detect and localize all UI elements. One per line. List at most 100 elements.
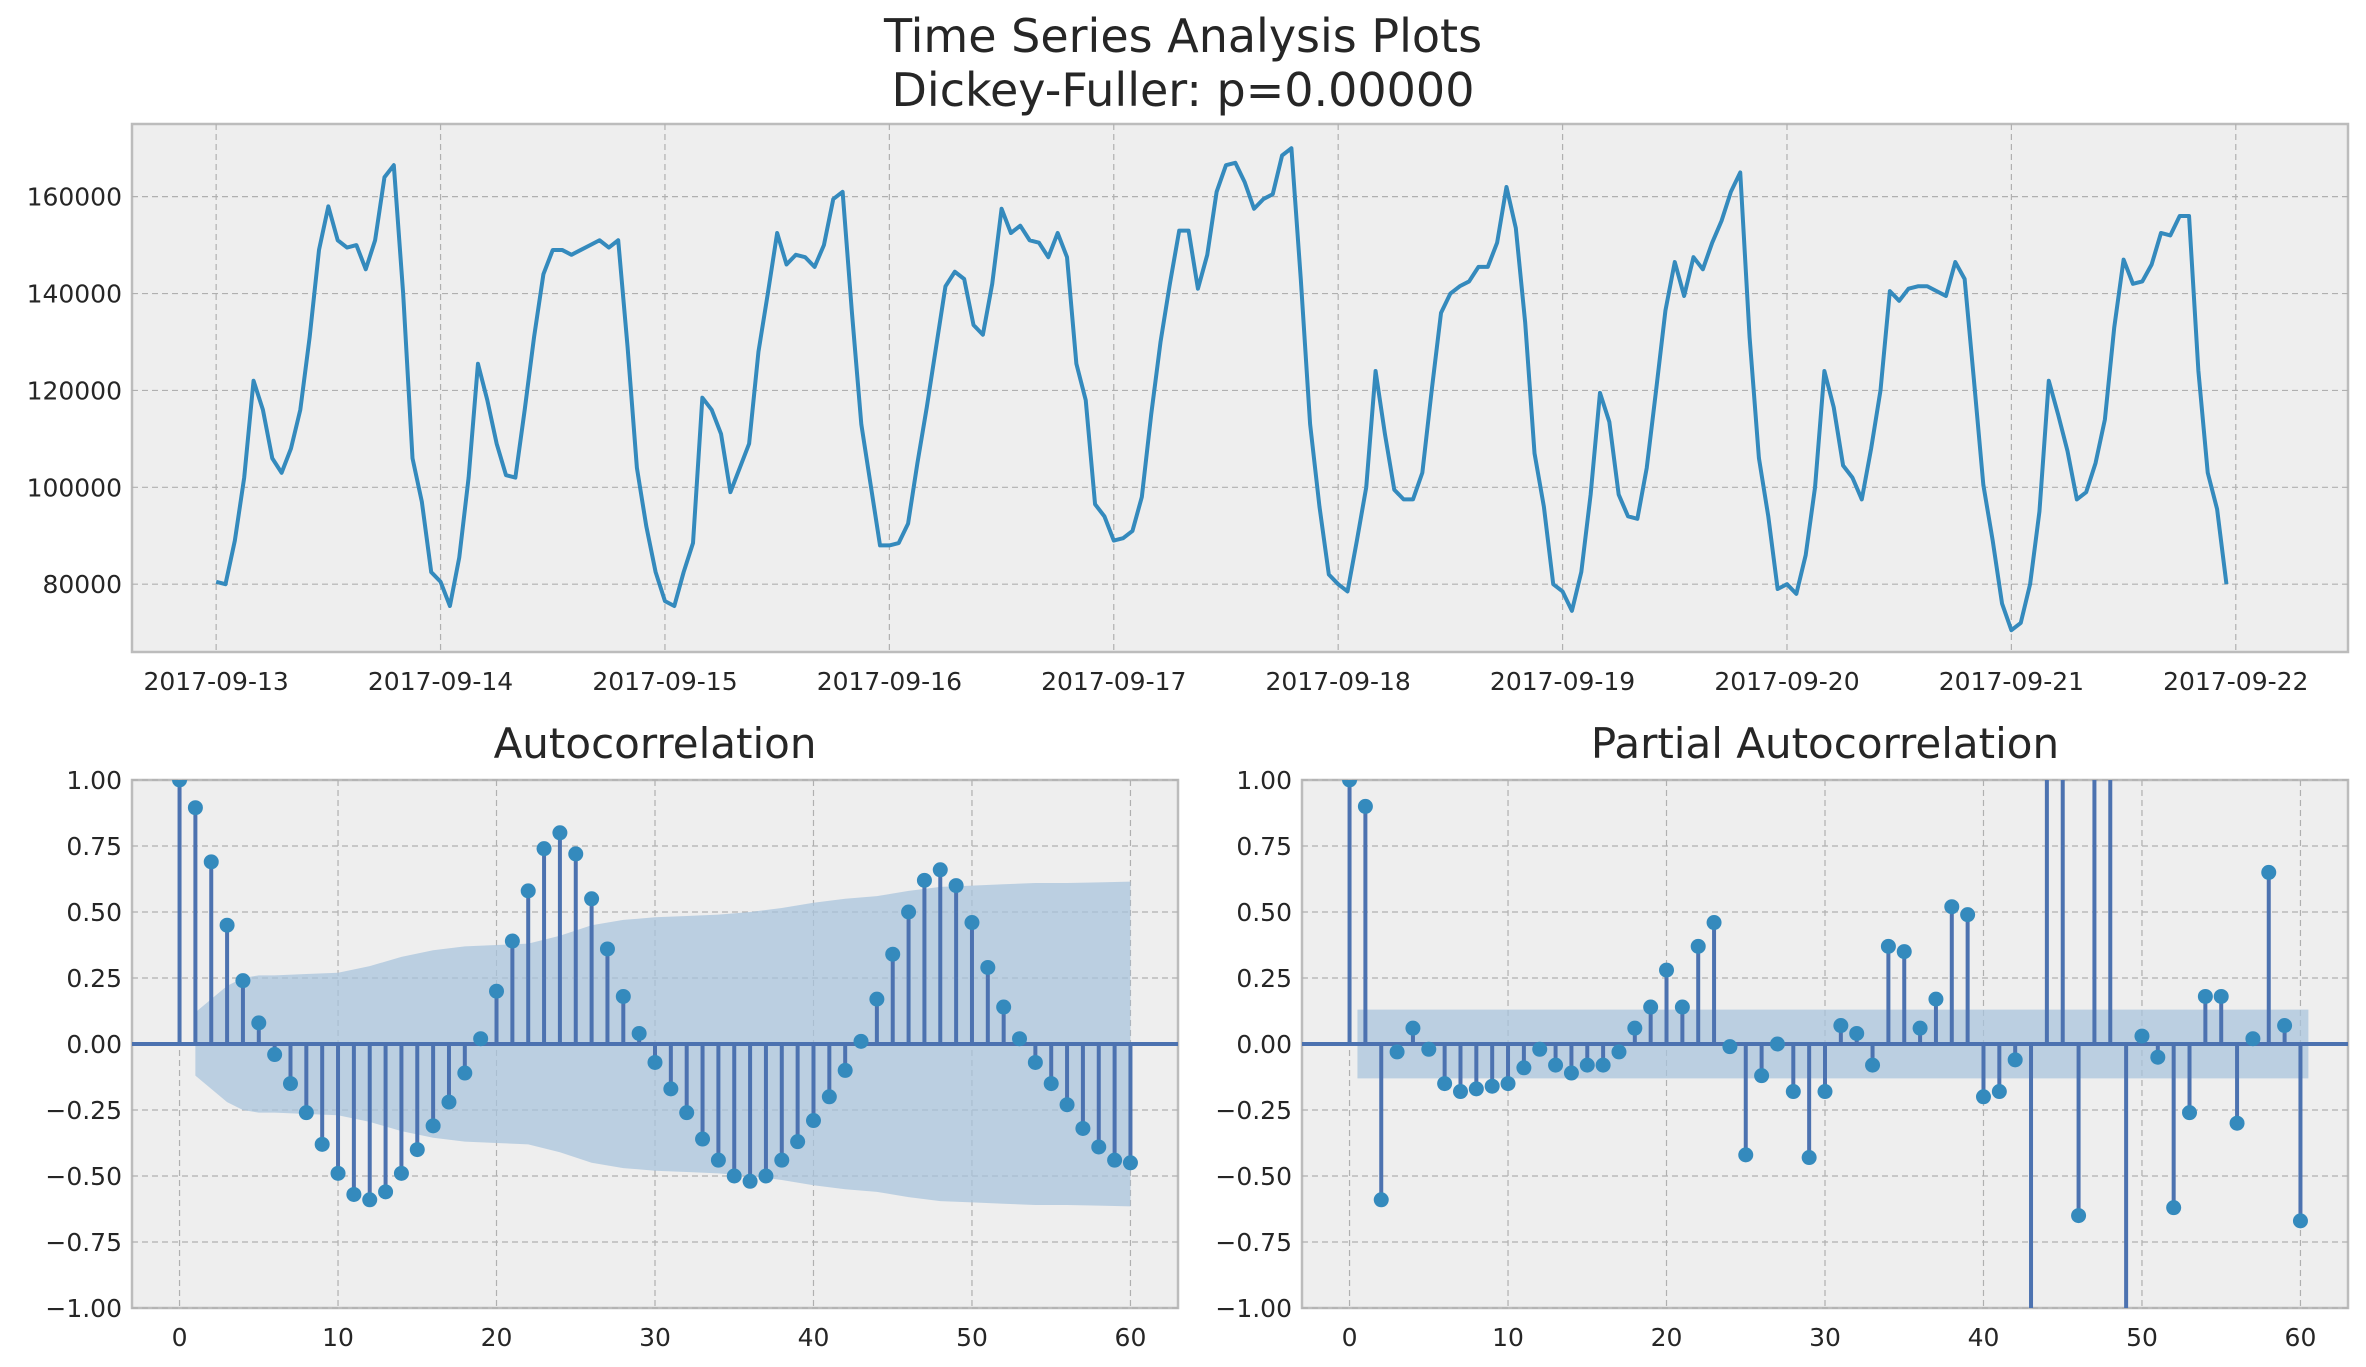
acf-point: [758, 1168, 774, 1184]
acf-point: [695, 1131, 711, 1147]
ts-x-tick-label: 2017-09-19: [1490, 667, 1635, 696]
acf-x-tick-label: 60: [1115, 1323, 1147, 1352]
acf-point: [346, 1186, 362, 1202]
acf-x-tick-label: 30: [639, 1323, 671, 1352]
acf-point: [187, 800, 203, 816]
pacf-point: [1960, 907, 1976, 923]
pacf-point: [2229, 1115, 2245, 1131]
ts-series-line: [215, 146, 2229, 633]
acf-point: [964, 915, 980, 931]
pacf-point: [2087, 720, 2102, 735]
acf-point: [710, 1152, 726, 1168]
suptitle-line1: Time Series Analysis Plots: [883, 9, 1482, 63]
pacf-point: [1674, 999, 1690, 1015]
pacf-y-tick-label: −0.25: [1215, 1096, 1292, 1125]
ts-y-tick-label: 160000: [27, 183, 122, 212]
pacf-point: [1912, 1020, 1928, 1036]
ts-x-tick-label: 2017-09-16: [817, 667, 962, 696]
acf-plot-layer: [132, 780, 1178, 1208]
acf-point: [330, 1165, 346, 1181]
pacf-point: [1817, 1084, 1833, 1100]
acf-point: [1043, 1076, 1059, 1092]
ts-y-tick-label: 140000: [27, 280, 122, 309]
pacf-point: [1643, 999, 1659, 1015]
pacf-x-tick-label: 60: [2285, 1323, 2317, 1352]
pacf-point: [1944, 899, 1960, 915]
acf-point: [774, 1152, 790, 1168]
acf-point: [726, 1168, 742, 1184]
pacf-point: [1357, 798, 1373, 814]
pacf-point: [2024, 1340, 2039, 1355]
pacf-point: [1880, 938, 1896, 954]
pacf-x-tick-label: 0: [1342, 1323, 1358, 1352]
pacf-point: [1468, 1081, 1484, 1097]
acf-x-tick-label: 50: [956, 1323, 988, 1352]
acf-point: [1091, 1139, 1107, 1155]
acf-point: [647, 1054, 663, 1070]
acf-point: [631, 1025, 647, 1041]
pacf-point: [1849, 1025, 1865, 1041]
acf-point: [599, 941, 615, 957]
pacf-point: [2182, 1105, 2198, 1121]
acf-point: [441, 1094, 457, 1110]
acf-x-tick-label: 40: [798, 1323, 830, 1352]
ts-x-tick-label: 2017-09-22: [2163, 667, 2308, 696]
acf-point: [425, 1118, 441, 1134]
pacf-x-tick-label: 30: [1809, 1323, 1841, 1352]
ts-x-tick-label: 2017-09-18: [1266, 667, 1411, 696]
acf-point: [901, 904, 917, 920]
pacf-y-tick-label: −0.75: [1215, 1228, 1292, 1257]
acf-point: [584, 891, 600, 907]
ts-y-tick-label: 80000: [42, 570, 122, 599]
pacf-point: [1532, 1041, 1548, 1057]
time-series-axes: 2017-09-13 2017-09-14 2017-09-15 2017-09-16…: [27, 122, 2350, 696]
acf-point: [679, 1105, 695, 1121]
pacf-title: Partial Autocorrelation: [1591, 719, 2059, 768]
pacf-axes: 0 10 20 30 40 50 60 −1.00 −0.75 −0.50 −0.25 0.00 0.2…: [1215, 719, 2350, 1355]
acf-point: [1122, 1155, 1138, 1171]
acf-y-tick-label: −0.50: [45, 1162, 122, 1191]
ts-x-tick-label: 2017-09-15: [592, 667, 737, 696]
acf-point: [996, 999, 1012, 1015]
pacf-y-tick-label: −1.00: [1215, 1294, 1292, 1323]
acf-point: [393, 1165, 409, 1181]
acf-point: [568, 846, 584, 862]
pacf-point: [2292, 1213, 2308, 1229]
pacf-point: [1452, 1084, 1468, 1100]
acf-point: [489, 983, 505, 999]
pacf-point: [1373, 1192, 1389, 1208]
pacf-y-tick-label: 0.25: [1236, 964, 1292, 993]
pacf-point: [1769, 1036, 1785, 1052]
ts-x-tick-label: 2017-09-17: [1041, 667, 1186, 696]
pacf-point: [1421, 1041, 1437, 1057]
acf-y-tick-label: −0.25: [45, 1096, 122, 1125]
pacf-point: [2071, 1208, 2087, 1224]
pacf-plot-layer: [1302, 720, 2348, 1355]
ts-x-tick-label: 2017-09-21: [1939, 667, 2084, 696]
ts-y-tick-label: 120000: [27, 376, 122, 405]
acf-point: [235, 973, 251, 989]
pacf-x-tick-label: 10: [1492, 1323, 1524, 1352]
acf-point: [1012, 1031, 1028, 1047]
acf-point: [203, 854, 219, 870]
pacf-point: [1484, 1078, 1500, 1094]
pacf-point: [1975, 1089, 1991, 1105]
acf-point: [1107, 1152, 1123, 1168]
pacf-point: [1928, 991, 1944, 1007]
pacf-point: [2134, 1028, 2150, 1044]
pacf-point: [1722, 1039, 1738, 1055]
pacf-point: [1595, 1057, 1611, 1073]
acf-y-tick-label: 0.50: [66, 898, 122, 927]
pacf-point: [1738, 1147, 1754, 1163]
ts-x-tick-label: 2017-09-20: [1714, 667, 1859, 696]
pacf-point: [1754, 1068, 1770, 1084]
pacf-point: [1405, 1020, 1421, 1036]
acf-y-tick-label: 1.00: [66, 766, 122, 795]
pacf-point: [2103, 720, 2118, 735]
acf-point: [790, 1134, 806, 1150]
acf-point: [742, 1173, 758, 1189]
acf-point: [378, 1184, 394, 1200]
pacf-point: [1437, 1076, 1453, 1092]
acf-point: [663, 1081, 679, 1097]
